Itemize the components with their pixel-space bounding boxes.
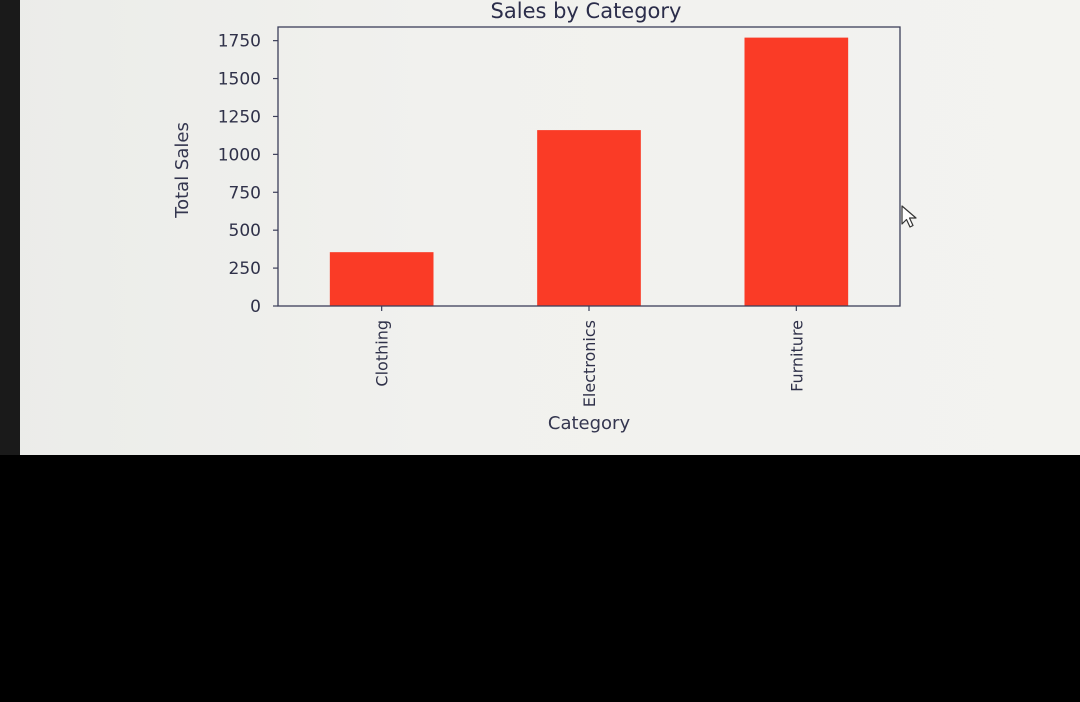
bar-electronics [537, 130, 641, 306]
bar-clothing [329, 252, 434, 306]
cursor-icon [901, 205, 917, 228]
y-tick-label: 500 [229, 221, 261, 241]
y-axis-label: Total Sales [172, 122, 193, 219]
plot-area: 0 250 500 750 1000 1250 1500 1750 Clothing Electr… [218, 26, 901, 407]
y-tick-label: 1250 [218, 107, 261, 127]
bar-chart: Sales by Category 0 250 500 750 1000 1250 1500… [172, 0, 917, 434]
y-tick-label: 750 [229, 183, 261, 203]
black-area [0, 455, 1080, 702]
y-tick-label: 1000 [218, 145, 261, 165]
x-tick-label-electronics: Electronics [580, 320, 599, 407]
monitor-bezel [0, 0, 20, 455]
x-tick-label-clothing: Clothing [373, 320, 392, 387]
y-tick-label: 1500 [218, 70, 261, 90]
y-tick-label: 250 [229, 259, 261, 279]
y-tick-label: 1750 [218, 32, 261, 52]
bar-furniture [744, 37, 849, 306]
x-axis-label: Category [548, 413, 631, 434]
y-tick-label: 0 [250, 297, 261, 317]
chart-title: Sales by Category [491, 0, 682, 23]
x-tick-label-furniture: Furniture [787, 320, 806, 392]
